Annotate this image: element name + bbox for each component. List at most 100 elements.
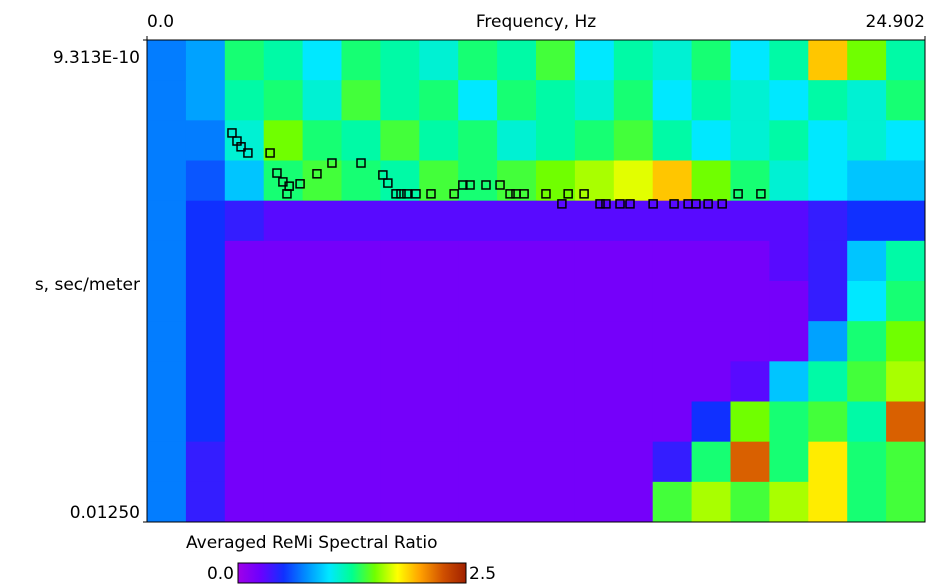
- heatmap-cell: [614, 281, 653, 322]
- heatmap-cell: [147, 281, 186, 322]
- heatmap-cell: [769, 402, 808, 443]
- heatmap-cell: [886, 442, 925, 483]
- heatmap-cell: [575, 241, 614, 282]
- heatmap-cell: [342, 40, 381, 81]
- heatmap-cell: [847, 321, 886, 362]
- heatmap-cell: [769, 281, 808, 322]
- heatmap-cell: [769, 361, 808, 402]
- heatmap-cell: [653, 40, 692, 81]
- heatmap-cell: [692, 442, 731, 483]
- heatmap-cell: [731, 201, 770, 242]
- x-tick-label: 0.0: [147, 12, 174, 32]
- heatmap-cell: [380, 281, 419, 322]
- heatmap-cell: [847, 281, 886, 322]
- heatmap-cell: [692, 482, 731, 523]
- heatmap-cell: [731, 161, 770, 202]
- heatmap-cell: [847, 241, 886, 282]
- heatmap-cell: [497, 120, 536, 161]
- heatmap-cell: [575, 482, 614, 523]
- heatmap-cell: [380, 482, 419, 523]
- heatmap-cell: [886, 321, 925, 362]
- heatmap-cell: [225, 482, 264, 523]
- heatmap-cell: [264, 120, 303, 161]
- heatmap-cell: [575, 402, 614, 443]
- heatmap-cell: [419, 80, 458, 121]
- heatmap-cell: [847, 402, 886, 443]
- heatmap-cell: [731, 321, 770, 362]
- chart: Frequency, Hz s, sec/meter Averaged ReMi…: [0, 0, 929, 588]
- heatmap-cell: [147, 120, 186, 161]
- heatmap-cell: [342, 201, 381, 242]
- heatmap-cell: [692, 120, 731, 161]
- heatmap-cell: [497, 40, 536, 81]
- colorbar: [238, 563, 466, 583]
- heatmap-cell: [147, 402, 186, 443]
- heatmap-cell: [225, 281, 264, 322]
- heatmap-cell: [147, 321, 186, 362]
- heatmap-cell: [147, 361, 186, 402]
- heatmap-cell: [380, 321, 419, 362]
- heatmap-cell: [575, 321, 614, 362]
- heatmap-cell: [147, 40, 186, 81]
- heatmap-cell: [731, 482, 770, 523]
- heatmap-cell: [419, 40, 458, 81]
- y-axis-title: s, sec/meter: [35, 275, 140, 295]
- heatmap-cell: [380, 402, 419, 443]
- heatmap-cell: [847, 442, 886, 483]
- heatmap-cell: [186, 482, 225, 523]
- colorbar-tick-label: 2.5: [469, 564, 496, 584]
- heatmap-cell: [575, 120, 614, 161]
- heatmap-cell: [342, 241, 381, 282]
- heatmap-cell: [769, 241, 808, 282]
- heatmap-cell: [419, 321, 458, 362]
- heatmap-cell: [653, 402, 692, 443]
- heatmap-cell: [419, 281, 458, 322]
- heatmap-cell: [225, 80, 264, 121]
- heatmap-cell: [497, 281, 536, 322]
- heatmap-cell: [225, 361, 264, 402]
- heatmap-cell: [653, 161, 692, 202]
- heatmap-cell: [769, 80, 808, 121]
- heatmap-cell: [575, 80, 614, 121]
- heatmap-cell: [536, 241, 575, 282]
- heatmap-cell: [614, 321, 653, 362]
- heatmap-cell: [653, 442, 692, 483]
- heatmap-cell: [419, 241, 458, 282]
- heatmap-cell: [264, 201, 303, 242]
- heatmap-cell: [847, 482, 886, 523]
- heatmap-cell: [225, 161, 264, 202]
- heatmap-cell: [731, 120, 770, 161]
- heatmap-cell: [575, 201, 614, 242]
- heatmap-cell: [186, 402, 225, 443]
- heatmap-cell: [303, 120, 342, 161]
- heatmap-cell: [614, 80, 653, 121]
- heatmap-cell: [458, 321, 497, 362]
- heatmap-cell: [419, 361, 458, 402]
- x-tick-label: 24.902: [866, 12, 925, 32]
- heatmap-cell: [225, 442, 264, 483]
- heatmap-cell: [264, 241, 303, 282]
- heatmap-cell: [808, 201, 847, 242]
- heatmap-cell: [186, 201, 225, 242]
- heatmap-cell: [614, 161, 653, 202]
- heatmap-cell: [342, 442, 381, 483]
- heatmap-cell: [186, 241, 225, 282]
- heatmap-cell: [380, 442, 419, 483]
- heatmap-cell: [342, 482, 381, 523]
- heatmap-cell: [808, 402, 847, 443]
- heatmap-cell: [614, 40, 653, 81]
- heatmap-cell: [147, 161, 186, 202]
- heatmap-cell: [264, 482, 303, 523]
- heatmap-cell: [419, 120, 458, 161]
- heatmap-cell: [614, 120, 653, 161]
- heatmap-cell: [808, 241, 847, 282]
- heatmap-cell: [692, 40, 731, 81]
- heatmap-cell: [731, 241, 770, 282]
- heatmap-cell: [458, 482, 497, 523]
- y-tick-label: 0.01250: [70, 503, 140, 523]
- heatmap-cell: [186, 321, 225, 362]
- heatmap-cell: [147, 80, 186, 121]
- heatmap-cell: [186, 40, 225, 81]
- heatmap-cell: [886, 40, 925, 81]
- heatmap-cell: [653, 281, 692, 322]
